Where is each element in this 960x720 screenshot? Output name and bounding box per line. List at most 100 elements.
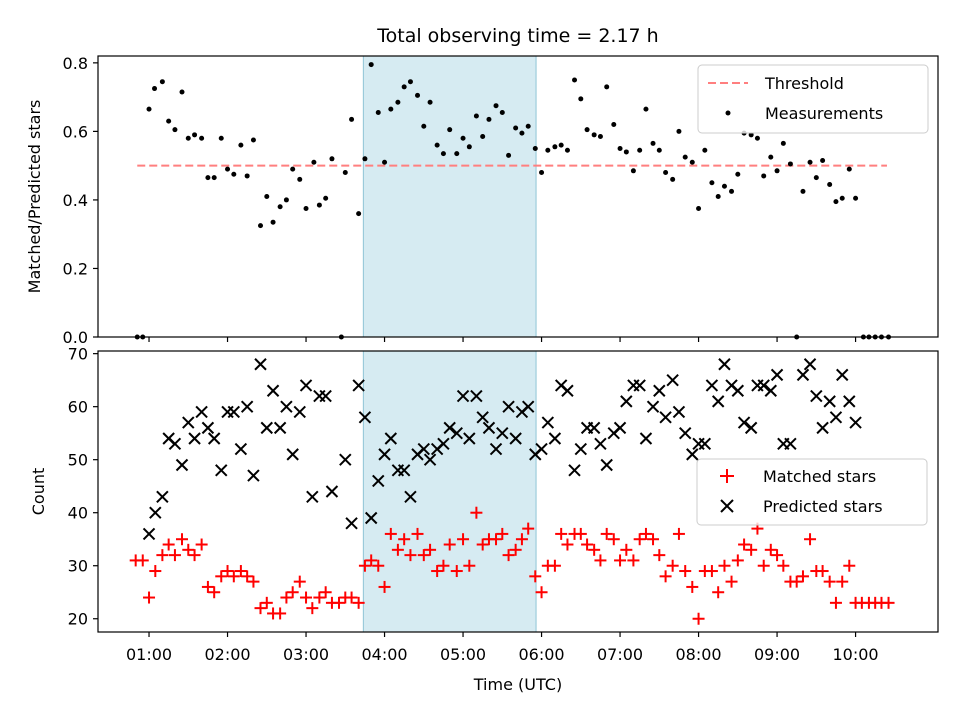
predicted-star-marker [672,405,686,419]
matched-star-marker [738,538,751,551]
matched-star-marker [771,549,784,562]
measurement-point [564,147,570,153]
predicted-star-marker [568,464,581,477]
matched-star-marker [168,549,181,562]
matched-star-marker [666,559,679,572]
predicted-star-marker [384,432,398,445]
predicted-legend-label: Predicted stars [763,497,883,516]
measurement-point [447,127,453,133]
predicted-star-marker [299,379,313,392]
predicted-star-marker [463,432,476,445]
matched-star-marker [796,570,809,583]
matched-star-marker [398,533,411,546]
matched-star-marker [705,565,718,578]
matched-star-marker [561,538,574,551]
matched-star-marker [313,591,326,604]
measurement-point [670,176,676,182]
measurement-point [572,77,578,83]
counts-panel: 20 30 40 50 60 70 01:00 02:00 03:00 04:00 05:00 06… [29,345,939,694]
measurement-point [244,173,250,179]
measurement-point [415,92,421,98]
predicted-star-marker [364,511,378,525]
bottom-y-axis-label: Count [29,468,48,516]
matched-star-marker [149,565,162,578]
matched-star-marker [201,580,214,593]
matched-star-marker [260,596,273,609]
matched-star-marker [718,559,731,572]
matched-star-marker [686,580,699,593]
predicted-star-marker [541,416,555,429]
x-tick-label: 06:00 [518,645,564,664]
predicted-star-marker [273,421,287,435]
matched-star-marker [614,554,627,567]
y-tick-label: 30 [68,557,88,576]
measurement-point [617,146,623,152]
measurement-point [179,89,185,95]
measurement-point [323,195,329,201]
measurement-point [316,202,322,208]
predicted-star-marker [142,527,156,541]
matched-star-marker [574,527,587,540]
matched-star-marker [156,549,169,562]
measurement-point [264,194,270,199]
matched-star-marker [555,527,568,540]
top-legend-box [697,64,929,134]
measurement-point [853,195,859,201]
predicted-star-marker [705,379,719,392]
measurement-point [258,223,264,229]
predicted-star-marker [450,426,463,440]
matched-star-marker [280,591,293,604]
measurement-point [663,170,669,176]
bottom-x-axis-ticks: 01:00 02:00 03:00 04:00 05:00 06:00 07:00 08:00… [126,632,879,664]
predicted-star-marker [221,405,234,419]
predicted-star-marker [521,400,535,413]
predicted-star-marker [352,379,365,392]
y-tick-label: 0.6 [63,122,88,141]
measurement-point [493,103,499,109]
measurement-point [460,135,466,141]
matched-star-marker [757,559,770,572]
predicted-star-marker [594,437,607,450]
top-highlight-span [362,55,537,338]
measurement-point [827,182,833,188]
predicted-star-marker [757,379,770,392]
matched-star-marker [300,591,313,604]
measurement-point [473,113,479,119]
bottom-highlight-span [362,350,537,633]
measurement-point [604,84,610,90]
predicted-star-marker [404,490,417,504]
predicted-star-marker [266,384,280,397]
matched-star-marker [345,591,358,604]
measurement-point [349,116,355,122]
predicted-star-marker [620,395,633,408]
matched-star-marker [443,538,456,551]
predicted-star-marker [764,384,777,397]
measurement-point [166,118,172,124]
measurement-point [218,135,224,141]
matched-star-marker [679,565,692,578]
matched-legend-swatch [720,469,734,483]
measurement-point [225,166,231,172]
matched-star-marker [188,549,201,562]
measurement-point [231,171,237,177]
measurement-point [407,79,413,85]
matched-star-marker [417,549,430,562]
predicted-star-marker [470,389,483,403]
predicted-star-marker [280,400,293,413]
predicted-star-marker [215,464,228,477]
matched-star-marker [470,506,483,519]
matched-star-marker [424,543,437,556]
measurement-point [172,127,178,133]
matched-star-marker [639,527,652,540]
predicted-star-marker [201,421,215,435]
measurement-point [499,110,505,116]
matched-star-marker [195,538,208,551]
measurement-point [689,159,695,165]
matched-star-marker [529,570,542,583]
measurement-point [454,151,460,157]
x-tick-label: 09:00 [754,645,800,664]
predicted-star-marker [692,437,705,450]
measurement-point [401,84,407,90]
chart-title: Total observing time = 2.17 h [376,25,658,47]
